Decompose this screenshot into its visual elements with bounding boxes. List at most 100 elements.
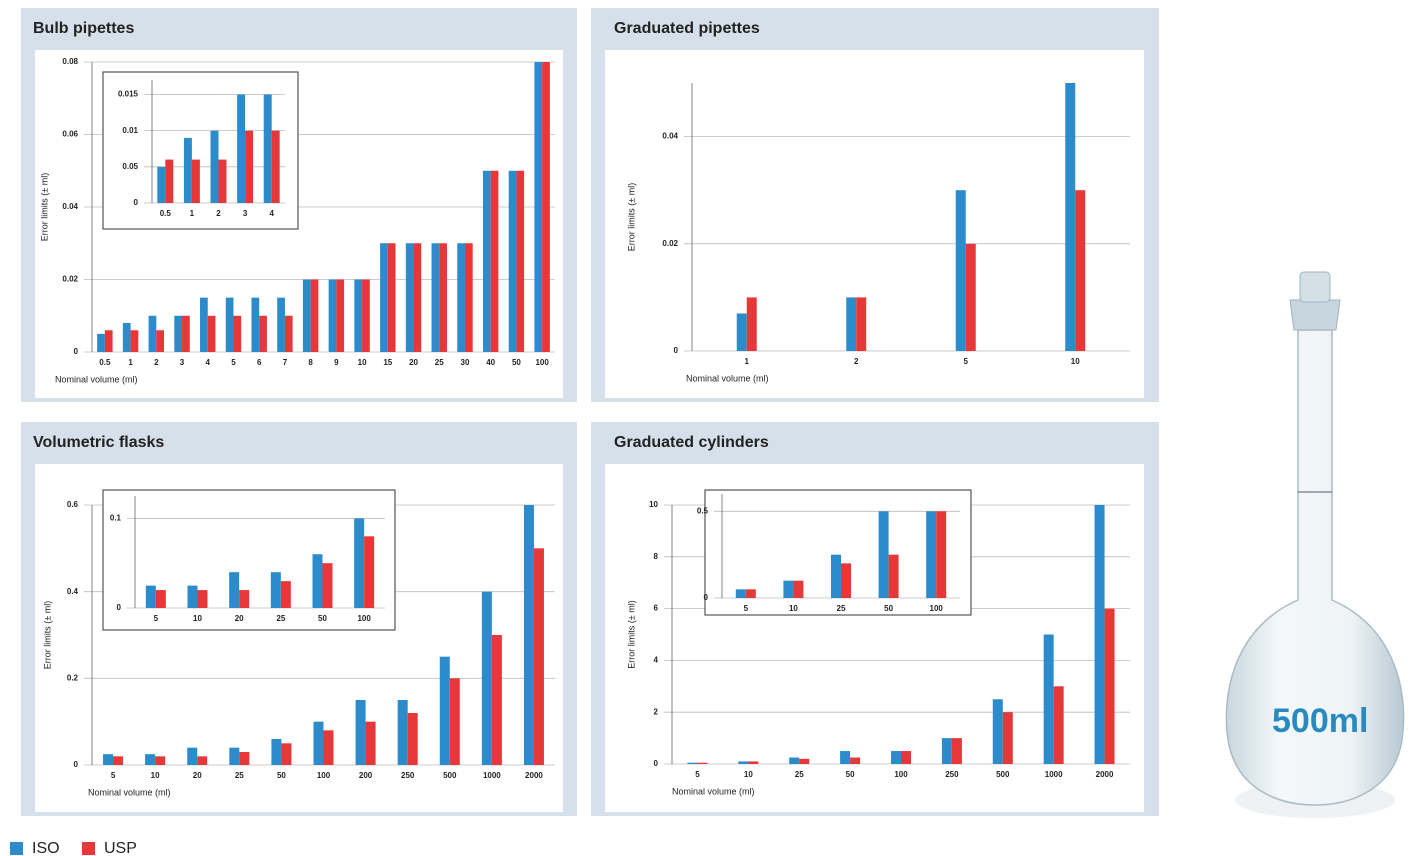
bar (239, 752, 250, 765)
x-tick-label: 15 (383, 358, 392, 367)
x-tick-label: 250 (945, 770, 959, 779)
bar (464, 243, 473, 352)
x-axis-label: Nominal volume (ml) (672, 786, 755, 796)
bar (336, 279, 345, 352)
x-tick-label: 1 (128, 358, 133, 367)
chart-title: Volumetric flasks (33, 434, 164, 451)
legend-swatch (82, 842, 95, 855)
bar (229, 747, 240, 765)
bar (354, 279, 363, 352)
x-tick-label: 100 (317, 771, 331, 780)
bar (490, 170, 499, 352)
x-tick-label: 25 (435, 358, 444, 367)
bar (542, 62, 550, 352)
x-tick-label: 0.5 (160, 209, 172, 218)
plot-area (605, 50, 1144, 398)
inset-frame (102, 489, 396, 631)
bar (130, 330, 139, 352)
y-axis-label: Error limits (± ml) (626, 183, 636, 251)
x-tick-label: 5 (744, 604, 749, 613)
x-tick-label: 10 (744, 770, 753, 779)
x-tick-label: 50 (846, 770, 855, 779)
x-tick-label: 200 (359, 771, 373, 780)
bar (457, 243, 465, 352)
x-tick-label: 2 (854, 357, 859, 366)
bar (281, 743, 292, 765)
x-tick-label: 25 (235, 771, 244, 780)
bar (328, 279, 337, 352)
x-tick-label: 50 (318, 614, 327, 623)
bar (735, 589, 746, 598)
bar (365, 721, 376, 765)
x-tick-label: 2000 (525, 771, 543, 780)
x-tick-label: 4 (269, 209, 274, 218)
bar (354, 518, 365, 608)
x-tick-label: 5 (695, 770, 700, 779)
legend-swatch (10, 842, 23, 855)
bar (156, 330, 165, 352)
y-tick-label: 0.5 (697, 506, 709, 515)
legend-label: ISO (32, 840, 60, 856)
y-tick-label: 0.015 (118, 90, 139, 99)
bar (233, 315, 242, 352)
x-axis-label: Nominal volume (ml) (55, 374, 138, 384)
bar (245, 130, 254, 203)
x-tick-label: 5 (154, 614, 159, 623)
flask-stopper-top (1299, 271, 1331, 303)
x-tick-label: 100 (930, 604, 944, 613)
bar (1075, 190, 1086, 351)
bar (197, 590, 208, 608)
bar (271, 130, 280, 203)
bar (439, 656, 450, 765)
bar (210, 130, 219, 203)
y-tick-label: 4 (654, 656, 659, 665)
x-tick-label: 7 (283, 358, 288, 367)
bar (364, 536, 375, 608)
x-tick-label: 10 (151, 771, 160, 780)
bar (697, 762, 708, 764)
bar (799, 758, 810, 764)
bar (207, 315, 216, 352)
bar (104, 330, 113, 352)
y-tick-label: 0 (74, 347, 79, 356)
x-tick-label: 9 (334, 358, 339, 367)
x-tick-label: 6 (257, 358, 262, 367)
bar (841, 563, 851, 598)
bar (413, 243, 422, 352)
x-tick-label: 1000 (483, 771, 501, 780)
bar (113, 756, 124, 765)
bar (387, 243, 396, 352)
bar (793, 580, 804, 598)
y-axis-label: Error limits (± ml) (626, 600, 636, 668)
bar (174, 315, 183, 352)
bar (431, 243, 440, 352)
x-tick-label: 20 (409, 358, 418, 367)
x-tick-label: 5 (231, 358, 236, 367)
y-tick-label: 0.4 (67, 587, 79, 596)
x-tick-label: 25 (795, 770, 804, 779)
x-tick-label: 0.5 (99, 358, 111, 367)
y-tick-label: 0.05 (122, 162, 138, 171)
bar (1043, 634, 1054, 764)
chart-title: Bulb pipettes (33, 20, 134, 37)
bar (746, 297, 757, 351)
x-tick-label: 5 (111, 771, 116, 780)
bar (362, 279, 370, 352)
x-tick-label: 100 (535, 358, 549, 367)
x-tick-label: 250 (401, 771, 415, 780)
x-axis-label: Nominal volume (ml) (88, 787, 171, 797)
bar (1053, 686, 1064, 764)
bar (491, 635, 502, 765)
bar (407, 713, 418, 765)
bar (165, 159, 174, 203)
bar (738, 761, 749, 764)
bar (992, 699, 1003, 764)
x-tick-label: 20 (193, 771, 202, 780)
x-tick-label: 3 (243, 209, 248, 218)
flask: 500ml (1225, 271, 1405, 818)
y-tick-label: 0 (134, 198, 139, 207)
x-tick-label: 100 (894, 770, 908, 779)
bar (225, 297, 234, 352)
bar (1002, 712, 1013, 764)
bar (182, 315, 190, 352)
